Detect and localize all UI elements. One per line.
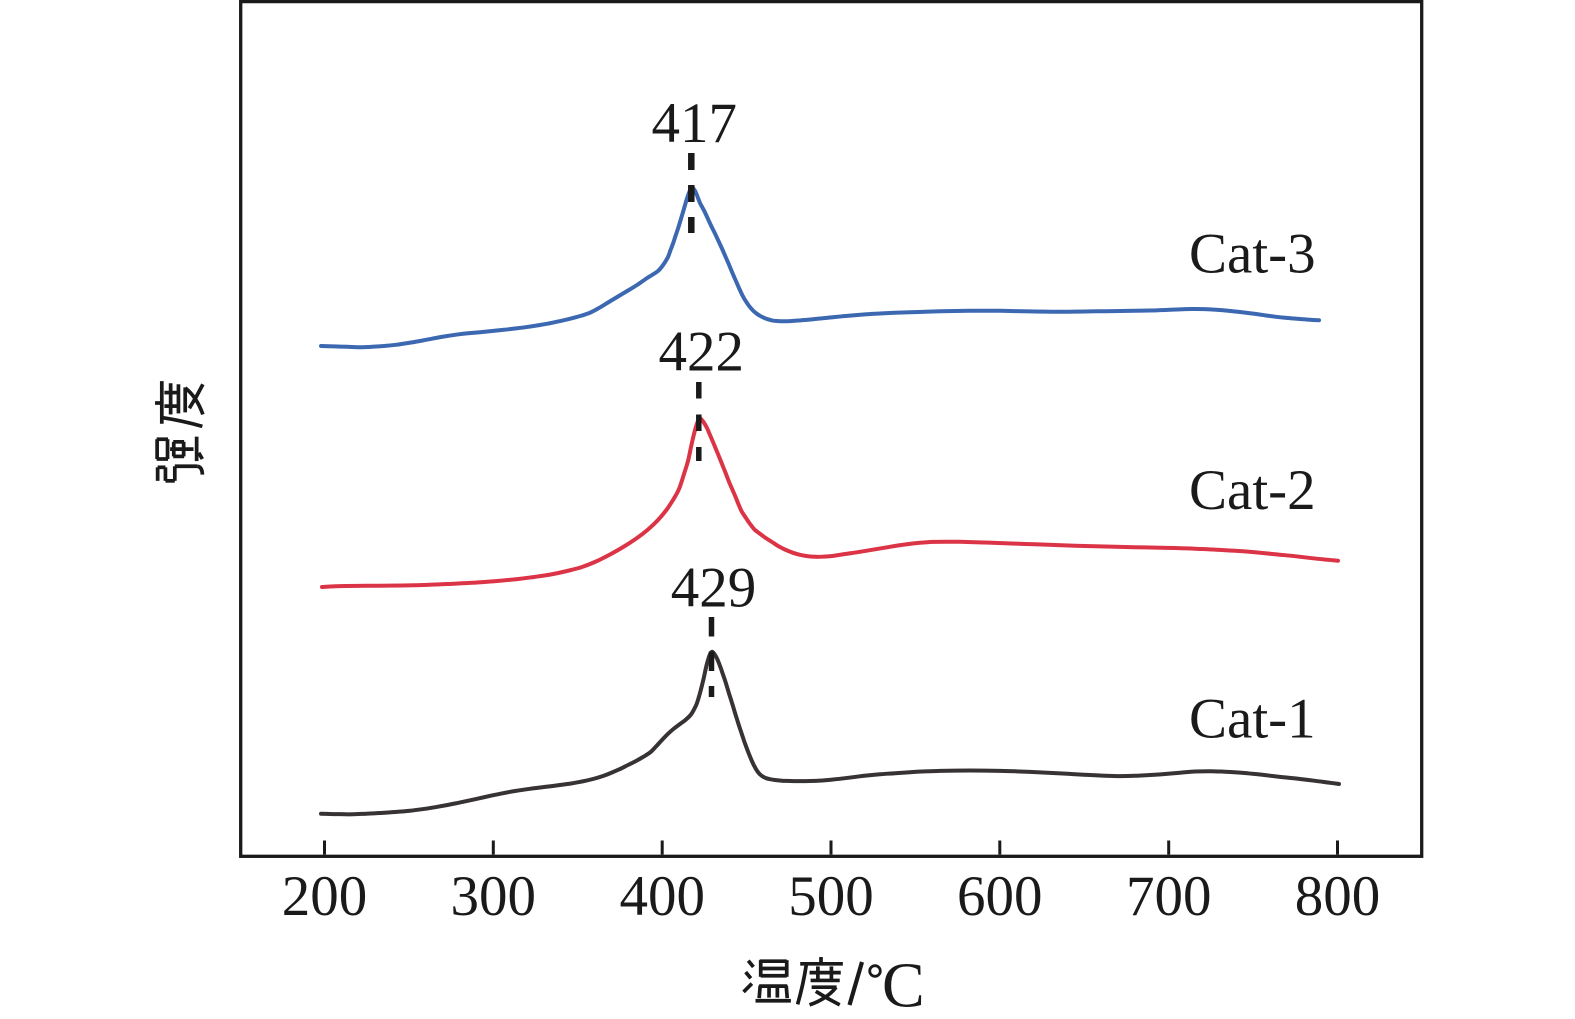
svg-text:429: 429 (671, 557, 757, 620)
svg-text:300: 300 (451, 865, 537, 928)
svg-text:200: 200 (282, 865, 368, 928)
svg-text:400: 400 (619, 865, 705, 928)
svg-text:700: 700 (1126, 865, 1212, 928)
svg-text:800: 800 (1295, 865, 1381, 928)
svg-text:422: 422 (659, 321, 745, 384)
svg-text:Cat-1: Cat-1 (1189, 688, 1316, 751)
svg-text:C: C (882, 950, 925, 1019)
svg-text:Cat-3: Cat-3 (1189, 223, 1316, 286)
svg-text:600: 600 (957, 865, 1043, 928)
svg-text:417: 417 (651, 92, 737, 155)
svg-text:500: 500 (788, 865, 874, 928)
svg-text:Cat-2: Cat-2 (1189, 459, 1316, 522)
